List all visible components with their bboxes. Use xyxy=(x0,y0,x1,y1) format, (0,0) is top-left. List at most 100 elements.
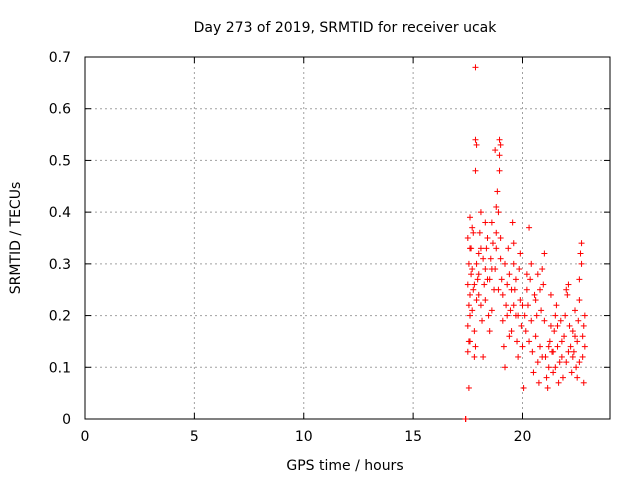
data-point xyxy=(538,307,545,314)
data-point xyxy=(539,266,546,273)
data-point xyxy=(543,374,550,381)
data-point xyxy=(572,307,578,314)
data-point xyxy=(534,359,541,366)
data-point xyxy=(580,379,587,386)
data-point xyxy=(558,353,565,360)
data-point xyxy=(479,317,486,324)
data-point xyxy=(547,291,554,298)
data-point xyxy=(480,353,487,360)
data-point xyxy=(524,302,531,309)
data-point xyxy=(477,302,484,309)
data-point xyxy=(467,214,473,221)
data-point xyxy=(576,359,583,366)
data-point xyxy=(496,167,503,174)
data-point xyxy=(483,245,490,252)
data-point xyxy=(520,384,527,391)
data-point xyxy=(472,343,479,350)
data-point xyxy=(576,297,583,304)
data-point xyxy=(561,333,568,340)
data-point xyxy=(471,328,478,335)
data-point xyxy=(578,240,585,247)
data-point xyxy=(497,141,504,148)
data-point xyxy=(554,322,561,329)
x-tick-labels: 0 5 10 15 20 xyxy=(81,429,532,445)
data-point xyxy=(485,312,492,319)
data-point xyxy=(464,348,471,355)
data-point xyxy=(488,266,495,273)
data-point xyxy=(508,328,515,335)
data-point xyxy=(534,271,541,278)
data-point xyxy=(550,369,557,376)
y-tick-labels: 0 0.1 0.2 0.3 0.4 0.5 0.6 0.7 xyxy=(49,50,71,428)
data-point xyxy=(495,286,502,293)
data-point xyxy=(553,302,560,309)
data-point xyxy=(482,219,489,226)
data-point xyxy=(467,338,473,345)
data-point xyxy=(550,348,557,355)
data-point xyxy=(529,348,536,355)
data-point xyxy=(502,364,508,371)
data-point xyxy=(462,416,469,422)
data-point xyxy=(503,302,510,309)
y-tick-label: 0.4 xyxy=(49,205,71,221)
data-point xyxy=(558,338,565,345)
data-point xyxy=(497,235,504,241)
data-point xyxy=(530,369,537,376)
data-point xyxy=(546,338,553,345)
x-tick-label: 0 xyxy=(81,429,90,445)
data-point xyxy=(567,343,574,350)
data-point xyxy=(574,338,581,345)
data-point xyxy=(535,379,542,386)
data-point xyxy=(515,312,522,319)
data-point xyxy=(541,250,548,257)
x-tick-label: 10 xyxy=(295,429,313,445)
data-point xyxy=(557,317,564,324)
data-point xyxy=(568,369,575,376)
data-point xyxy=(510,302,517,309)
data-point xyxy=(475,271,482,278)
gridlines xyxy=(85,57,610,419)
data-point xyxy=(545,364,552,371)
data-point xyxy=(510,260,517,267)
data-point xyxy=(528,317,535,324)
data-point xyxy=(521,312,528,319)
axis-ticks xyxy=(84,56,610,420)
data-point xyxy=(473,141,480,148)
data-point xyxy=(472,167,479,174)
data-point xyxy=(556,359,563,366)
data-point xyxy=(551,328,558,335)
data-point xyxy=(465,302,472,309)
data-point xyxy=(498,276,505,283)
data-point xyxy=(465,384,472,391)
data-point xyxy=(569,353,576,360)
data-point xyxy=(554,343,561,350)
data-point xyxy=(494,188,501,195)
data-point xyxy=(555,379,562,386)
data-point xyxy=(469,224,476,231)
data-point xyxy=(512,276,519,283)
chart-title: Day 273 of 2019, SRMTID for receiver uca… xyxy=(194,20,498,36)
data-point xyxy=(487,255,494,262)
data-point xyxy=(471,281,478,288)
data-point xyxy=(496,136,503,143)
data-point xyxy=(499,317,506,324)
data-point xyxy=(575,317,582,324)
data-point xyxy=(514,338,521,345)
data-point xyxy=(540,281,547,288)
data-point xyxy=(533,312,540,319)
y-tick-label: 0.5 xyxy=(49,153,71,169)
data-points xyxy=(462,64,588,422)
data-point xyxy=(519,343,526,350)
data-point xyxy=(517,297,524,304)
data-point xyxy=(562,312,569,319)
data-point xyxy=(506,271,513,278)
data-point xyxy=(565,348,572,355)
data-point xyxy=(559,374,566,381)
data-point xyxy=(488,219,495,226)
data-point xyxy=(464,281,471,288)
data-point xyxy=(484,235,491,241)
data-point xyxy=(493,245,500,252)
data-point xyxy=(505,245,512,252)
plot-frame xyxy=(84,56,611,420)
data-point xyxy=(547,322,554,329)
